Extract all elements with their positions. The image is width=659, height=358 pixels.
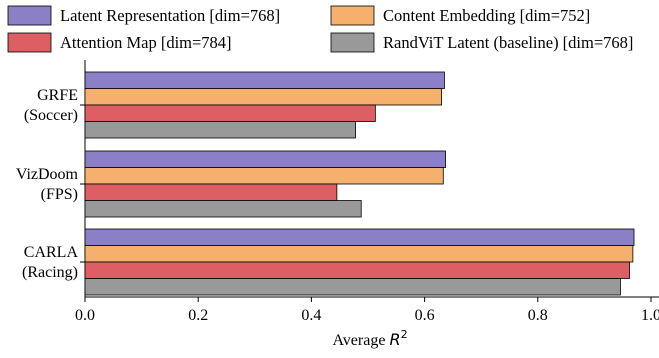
legend-label-2: Content Embedding [dim=752] (383, 6, 590, 25)
x-tick-label-4: 0.6 (415, 307, 435, 324)
category-label-2-line-1: VizDoom (16, 166, 79, 183)
category-label-1-line-1: GRFE (37, 87, 78, 104)
x-tick-label-1: 0.0 (75, 307, 95, 324)
bar-3-series-2 (84, 245, 634, 263)
bar-2-series-1 (84, 150, 446, 168)
x-axis-label-prefix: Average (332, 332, 389, 349)
x-axis-label: Average R2 (332, 328, 407, 349)
category-label-1-line-2: (Soccer) (24, 107, 78, 124)
bar-3-series-3 (84, 261, 630, 279)
legend-swatch-1 (7, 5, 52, 26)
bar-3-series-1 (84, 228, 635, 246)
legend-swatch-2 (330, 5, 375, 26)
legend-swatch-3 (7, 32, 52, 53)
bar-3-series-4 (84, 278, 621, 296)
category-label-3-line-1: CARLA (24, 244, 79, 261)
bar-1-series-1 (84, 71, 445, 89)
legend-label-4: RandViT Latent (baseline) [dim=768] (383, 33, 633, 52)
x-axis-label-symbol: R (389, 330, 400, 349)
x-tick-label-3: 0.4 (301, 307, 321, 324)
bar-1-series-2 (84, 88, 442, 106)
x-tick-label-5: 0.8 (528, 307, 548, 324)
x-tick-label-6: 1.0 (641, 307, 659, 324)
category-label-2-line-2: (FPS) (41, 186, 78, 203)
legend-swatch-4 (330, 32, 375, 53)
bar-2-series-3 (84, 183, 338, 201)
x-axis-label-superscript: 2 (401, 328, 408, 341)
bar-2-series-4 (84, 200, 362, 218)
legend-label-3: Attention Map [dim=784] (60, 33, 232, 52)
bar-2-series-2 (84, 167, 444, 185)
category-label-3-line-2: (Racing) (22, 264, 78, 281)
legend-label-1: Latent Representation [dim=768] (60, 6, 280, 25)
bar-1-series-3 (84, 104, 376, 122)
x-tick-label-2: 0.2 (188, 307, 208, 324)
bar-1-series-4 (84, 121, 356, 139)
